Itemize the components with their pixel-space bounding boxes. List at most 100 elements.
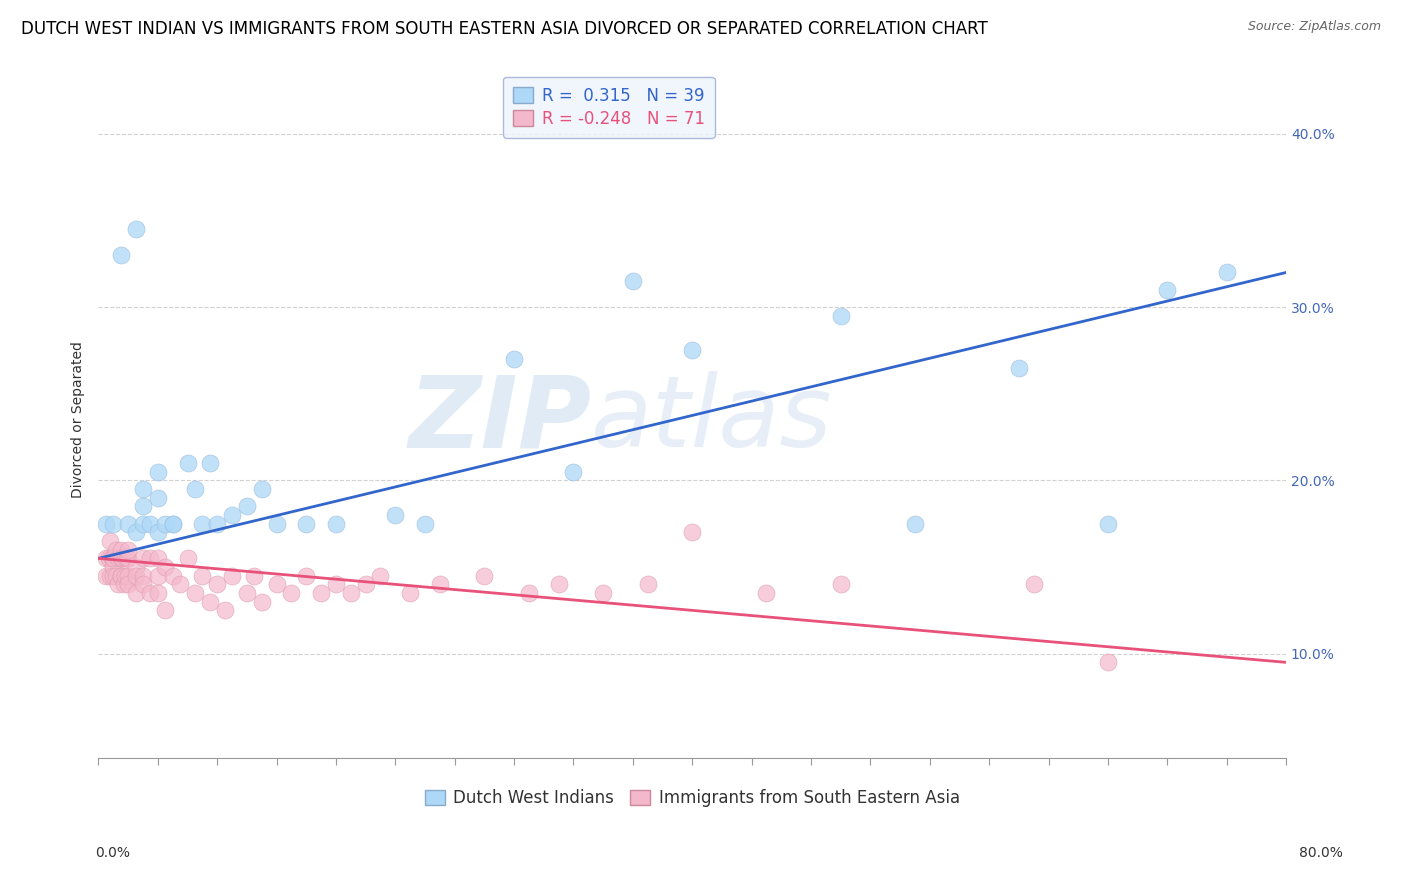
Point <box>1022 577 1045 591</box>
Point <box>236 500 259 514</box>
Point <box>98 534 121 549</box>
Point <box>755 586 778 600</box>
Point <box>384 508 406 522</box>
Point <box>124 525 146 540</box>
Point <box>191 568 214 582</box>
Point <box>474 568 496 582</box>
Point <box>184 586 207 600</box>
Point <box>162 516 184 531</box>
Point <box>266 577 288 591</box>
Point <box>132 577 155 591</box>
Point <box>681 343 703 358</box>
Point <box>146 491 169 505</box>
Point <box>1008 360 1031 375</box>
Point <box>139 551 162 566</box>
Point <box>98 568 121 582</box>
Point <box>162 568 184 582</box>
Text: 80.0%: 80.0% <box>1299 846 1343 860</box>
Point <box>117 568 139 582</box>
Point <box>1156 283 1178 297</box>
Point <box>295 516 318 531</box>
Point <box>117 542 139 557</box>
Point <box>904 516 927 531</box>
Point <box>124 560 146 574</box>
Point <box>184 482 207 496</box>
Point <box>112 577 135 591</box>
Y-axis label: Divorced or Separated: Divorced or Separated <box>72 342 86 499</box>
Point <box>107 551 129 566</box>
Point <box>117 516 139 531</box>
Point <box>176 456 198 470</box>
Point <box>413 516 436 531</box>
Point <box>562 465 585 479</box>
Point <box>191 516 214 531</box>
Point <box>176 551 198 566</box>
Point <box>110 248 132 262</box>
Point <box>221 568 243 582</box>
Point <box>139 586 162 600</box>
Point <box>103 560 125 574</box>
Point <box>205 577 228 591</box>
Point <box>295 568 318 582</box>
Point <box>1215 265 1237 279</box>
Point <box>155 603 177 617</box>
Point <box>110 568 132 582</box>
Text: atlas: atlas <box>592 371 832 468</box>
Point <box>1097 656 1119 670</box>
Legend: Dutch West Indians, Immigrants from South Eastern Asia: Dutch West Indians, Immigrants from Sout… <box>418 782 966 814</box>
Point <box>503 352 526 367</box>
Point <box>146 568 169 582</box>
Point <box>110 568 132 582</box>
Text: DUTCH WEST INDIAN VS IMMIGRANTS FROM SOUTH EASTERN ASIA DIVORCED OR SEPARATED CO: DUTCH WEST INDIAN VS IMMIGRANTS FROM SOU… <box>21 20 988 37</box>
Point <box>94 551 117 566</box>
Point <box>132 516 155 531</box>
Point <box>370 568 392 582</box>
Point <box>162 516 184 531</box>
Point <box>681 525 703 540</box>
Point <box>399 586 422 600</box>
Point <box>103 551 125 566</box>
Point <box>250 595 273 609</box>
Text: Source: ZipAtlas.com: Source: ZipAtlas.com <box>1247 20 1381 33</box>
Point <box>124 222 146 236</box>
Point <box>146 551 169 566</box>
Point <box>132 500 155 514</box>
Point <box>105 542 128 557</box>
Point <box>429 577 451 591</box>
Text: 0.0%: 0.0% <box>96 846 131 860</box>
Point <box>250 482 273 496</box>
Point <box>124 586 146 600</box>
Point <box>146 525 169 540</box>
Point <box>114 551 136 566</box>
Point <box>236 586 259 600</box>
Point <box>266 516 288 531</box>
Point <box>198 456 221 470</box>
Point <box>94 516 117 531</box>
Point <box>592 586 614 600</box>
Point <box>101 551 124 566</box>
Point <box>155 560 177 574</box>
Point <box>132 551 155 566</box>
Point <box>110 542 132 557</box>
Point <box>114 568 136 582</box>
Point <box>146 465 169 479</box>
Point <box>621 274 644 288</box>
Point <box>517 586 540 600</box>
Point <box>105 568 128 582</box>
Point <box>340 586 363 600</box>
Point <box>132 482 155 496</box>
Point <box>830 309 852 323</box>
Point <box>198 595 221 609</box>
Point <box>115 551 138 566</box>
Point <box>205 516 228 531</box>
Point <box>94 568 117 582</box>
Point <box>221 508 243 522</box>
Point <box>325 577 347 591</box>
Text: ZIP: ZIP <box>408 371 592 468</box>
Point <box>124 568 146 582</box>
Point <box>103 568 125 582</box>
Point <box>169 577 191 591</box>
Point <box>117 551 139 566</box>
Point <box>309 586 332 600</box>
Point <box>103 516 125 531</box>
